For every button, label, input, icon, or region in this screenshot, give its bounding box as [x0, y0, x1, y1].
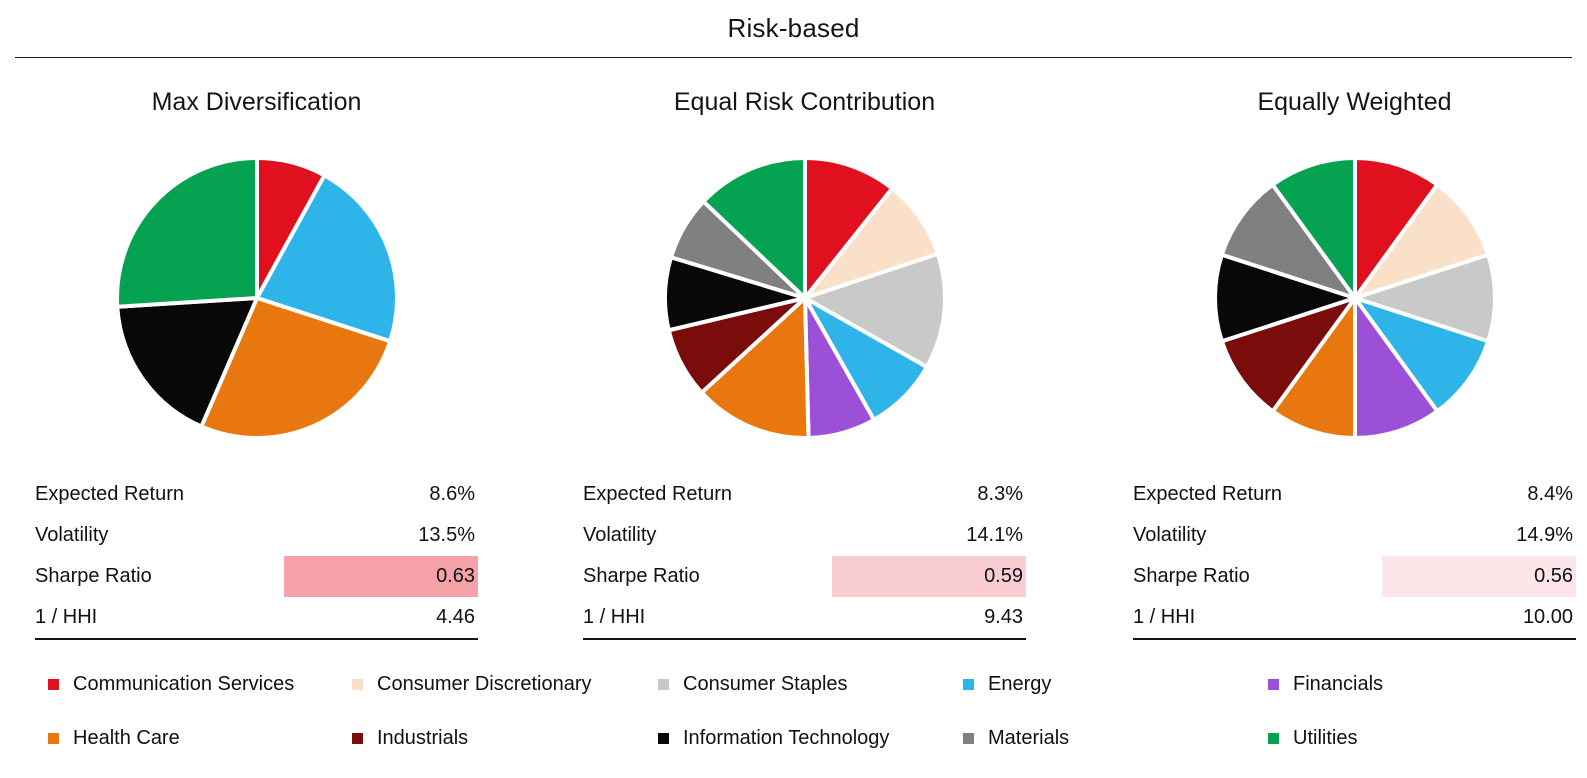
legend-item-utilities: Utilities	[1268, 721, 1587, 755]
stat-row-sharpe-ratio: Sharpe Ratio 0.56	[1133, 556, 1576, 597]
legend-item-communication-services: Communication Services	[48, 667, 352, 701]
legend-label: Consumer Staples	[683, 672, 848, 695]
stat-row-1-hhi: 1 / HHI 10.00	[1133, 597, 1576, 640]
legend-swatch-icon	[963, 678, 974, 690]
legend-item-health-care: Health Care	[48, 721, 352, 755]
legend-item-industrials: Industrials	[352, 721, 658, 755]
pie-slice-consumer-staples	[802, 251, 947, 369]
legend-label: Consumer Discretionary	[377, 672, 592, 695]
sector-legend: Communication Services Consumer Discretio…	[48, 667, 1587, 755]
header-divider	[15, 57, 1572, 58]
portfolio-title: Equal Risk Contribution	[673, 88, 936, 116]
stat-label: Sharpe Ratio	[1133, 565, 1250, 587]
legend-swatch-icon	[1268, 678, 1279, 690]
stat-label: Sharpe Ratio	[583, 565, 700, 587]
stat-value-sharpe-highlighted: 0.59	[832, 556, 1026, 597]
pie-chart-svg	[662, 156, 947, 440]
stat-value: 13.5%	[418, 524, 475, 546]
legend-label: Financials	[1293, 672, 1384, 695]
legend-swatch-icon	[352, 732, 363, 744]
legend-swatch-icon	[963, 732, 974, 744]
portfolio-column-equally-weighted: Equally Weighted Expected Return 8.4% Vola…	[1133, 0, 1576, 778]
legend-label: Materials	[988, 726, 1070, 749]
stat-row-1-hhi: 1 / HHI 4.46	[35, 597, 478, 640]
pie-slice-utilities	[114, 156, 259, 309]
stat-label: Expected Return	[35, 483, 184, 505]
legend-item-financials: Financials	[1268, 667, 1587, 701]
portfolio-column-equal-risk-contribution: Equal Risk Contribution Expected Return 8…	[583, 0, 1026, 778]
stats-table: Expected Return 8.4% Volatility 14.9% Sharpe…	[1133, 474, 1576, 640]
legend-label: Energy	[988, 672, 1052, 695]
portfolio-column-max-diversification: Max Diversification Expected Return 8.6% V…	[35, 0, 478, 778]
stat-row-1-hhi: 1 / HHI 9.43	[583, 597, 1026, 640]
stat-row-expected-return: Expected Return 8.4%	[1133, 474, 1576, 515]
pie-chart-svg	[114, 156, 399, 440]
pie-slice-information-technology	[114, 296, 259, 429]
page-title: Risk-based	[727, 13, 860, 43]
legend-label: Health Care	[73, 726, 180, 749]
stat-label: Expected Return	[583, 483, 732, 505]
legend-swatch-icon	[658, 678, 669, 690]
stat-row-volatility: Volatility 13.5%	[35, 515, 478, 556]
legend-swatch-icon	[1268, 732, 1279, 744]
legend-swatch-icon	[658, 732, 669, 744]
legend-item-materials: Materials	[963, 721, 1268, 755]
stat-label: Expected Return	[1133, 483, 1282, 505]
pie-slice-energy	[254, 173, 399, 344]
legend-label: Communication Services	[73, 672, 295, 695]
stat-row-volatility: Volatility 14.9%	[1133, 515, 1576, 556]
pie-chart-equal-risk-contribution	[659, 152, 951, 444]
legend-label: Utilities	[1293, 726, 1358, 749]
legend-label: Industrials	[377, 726, 469, 749]
stat-value-sharpe-highlighted: 0.63	[284, 556, 478, 597]
stat-label: Volatility	[583, 524, 657, 546]
stat-row-expected-return: Expected Return 8.3%	[583, 474, 1026, 515]
stat-value: 8.3%	[977, 483, 1023, 505]
pie-slice-communication-services	[802, 156, 894, 300]
stat-value: 8.6%	[429, 483, 475, 505]
pie-chart-max-diversification	[111, 152, 403, 444]
stat-label: 1 / HHI	[35, 606, 98, 628]
stat-row-expected-return: Expected Return 8.6%	[35, 474, 478, 515]
legend-label: Information Technology	[683, 726, 890, 749]
stat-label: 1 / HHI	[583, 606, 646, 628]
legend-item-information-technology: Information Technology	[658, 721, 963, 755]
stat-value: 4.46	[436, 606, 475, 628]
stat-value: 14.9%	[1516, 524, 1573, 546]
pie-slice-utilities	[701, 156, 807, 300]
pie-slice-health-care	[198, 296, 392, 440]
stat-value: 10.00	[1522, 606, 1573, 628]
legend-item-energy: Energy	[963, 667, 1268, 701]
pie-chart-equally-weighted	[1209, 152, 1501, 444]
pie-chart-svg	[1212, 156, 1497, 440]
pie-slice-health-care	[699, 296, 811, 440]
legend-item-consumer-staples: Consumer Staples	[658, 667, 963, 701]
stat-row-volatility: Volatility 14.1%	[583, 515, 1026, 556]
stats-table: Expected Return 8.6% Volatility 13.5% Sharpe…	[35, 474, 478, 640]
stat-value: 9.43	[984, 606, 1023, 628]
stat-label: Volatility	[1133, 524, 1207, 546]
stat-value-sharpe-highlighted: 0.56	[1382, 556, 1576, 597]
portfolio-title: Equally Weighted	[1257, 88, 1452, 116]
stat-row-sharpe-ratio: Sharpe Ratio 0.59	[583, 556, 1026, 597]
stat-label: 1 / HHI	[1133, 606, 1196, 628]
legend-swatch-icon	[48, 732, 59, 744]
stat-label: Sharpe Ratio	[35, 565, 152, 587]
stat-row-sharpe-ratio: Sharpe Ratio 0.63	[35, 556, 478, 597]
portfolio-title: Max Diversification	[151, 88, 362, 116]
stat-value: 14.1%	[966, 524, 1023, 546]
pie-slice-utilities	[1270, 156, 1357, 300]
legend-swatch-icon	[352, 678, 363, 690]
stat-value: 8.4%	[1527, 483, 1573, 505]
stat-label: Volatility	[35, 524, 109, 546]
legend-item-consumer-discretionary: Consumer Discretionary	[352, 667, 658, 701]
stats-table: Expected Return 8.3% Volatility 14.1% Sharpe…	[583, 474, 1026, 640]
legend-swatch-icon	[48, 678, 59, 690]
